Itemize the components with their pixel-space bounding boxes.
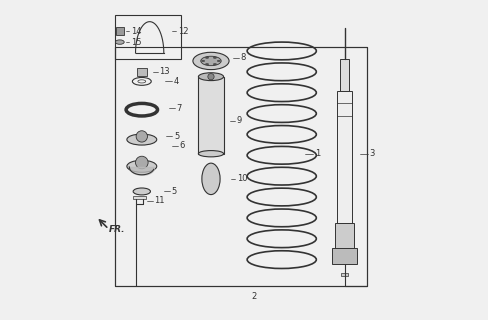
Bar bbox=[335, 223, 354, 248]
Ellipse shape bbox=[133, 188, 150, 195]
Bar bbox=[115, 47, 366, 286]
Ellipse shape bbox=[199, 151, 224, 157]
Ellipse shape bbox=[199, 73, 224, 81]
Text: 4: 4 bbox=[174, 77, 179, 86]
Bar bbox=[199, 77, 224, 154]
Circle shape bbox=[136, 156, 148, 169]
Ellipse shape bbox=[193, 52, 229, 69]
Ellipse shape bbox=[213, 57, 217, 59]
Ellipse shape bbox=[205, 57, 209, 59]
Ellipse shape bbox=[217, 60, 221, 62]
Circle shape bbox=[136, 131, 147, 142]
Ellipse shape bbox=[202, 60, 204, 62]
Bar bbox=[137, 68, 146, 76]
Text: 14: 14 bbox=[131, 27, 142, 36]
Text: 12: 12 bbox=[178, 27, 188, 36]
Text: 2: 2 bbox=[252, 292, 257, 301]
Text: 10: 10 bbox=[237, 174, 247, 183]
Ellipse shape bbox=[202, 163, 220, 195]
Bar bbox=[332, 248, 357, 264]
Bar bbox=[340, 60, 349, 91]
Ellipse shape bbox=[115, 40, 124, 44]
Ellipse shape bbox=[201, 56, 221, 66]
Bar bbox=[133, 196, 146, 199]
Circle shape bbox=[208, 74, 214, 80]
Text: 8: 8 bbox=[241, 53, 246, 62]
Ellipse shape bbox=[213, 63, 217, 65]
Text: 6: 6 bbox=[180, 141, 185, 150]
Bar bbox=[115, 15, 181, 60]
Bar bbox=[341, 273, 348, 276]
Text: 1: 1 bbox=[315, 149, 320, 158]
Text: 11: 11 bbox=[154, 196, 165, 205]
Text: 5: 5 bbox=[174, 132, 179, 141]
Text: 9: 9 bbox=[237, 116, 242, 125]
Ellipse shape bbox=[127, 160, 157, 172]
Ellipse shape bbox=[127, 134, 157, 145]
Text: 13: 13 bbox=[159, 68, 170, 76]
Text: 3: 3 bbox=[370, 149, 375, 158]
Text: 15: 15 bbox=[131, 37, 142, 47]
Ellipse shape bbox=[205, 63, 209, 65]
Bar bbox=[337, 91, 352, 223]
Text: 7: 7 bbox=[176, 104, 182, 113]
Text: 5: 5 bbox=[172, 187, 177, 196]
Bar bbox=[116, 27, 124, 35]
Text: FR.: FR. bbox=[109, 225, 125, 234]
